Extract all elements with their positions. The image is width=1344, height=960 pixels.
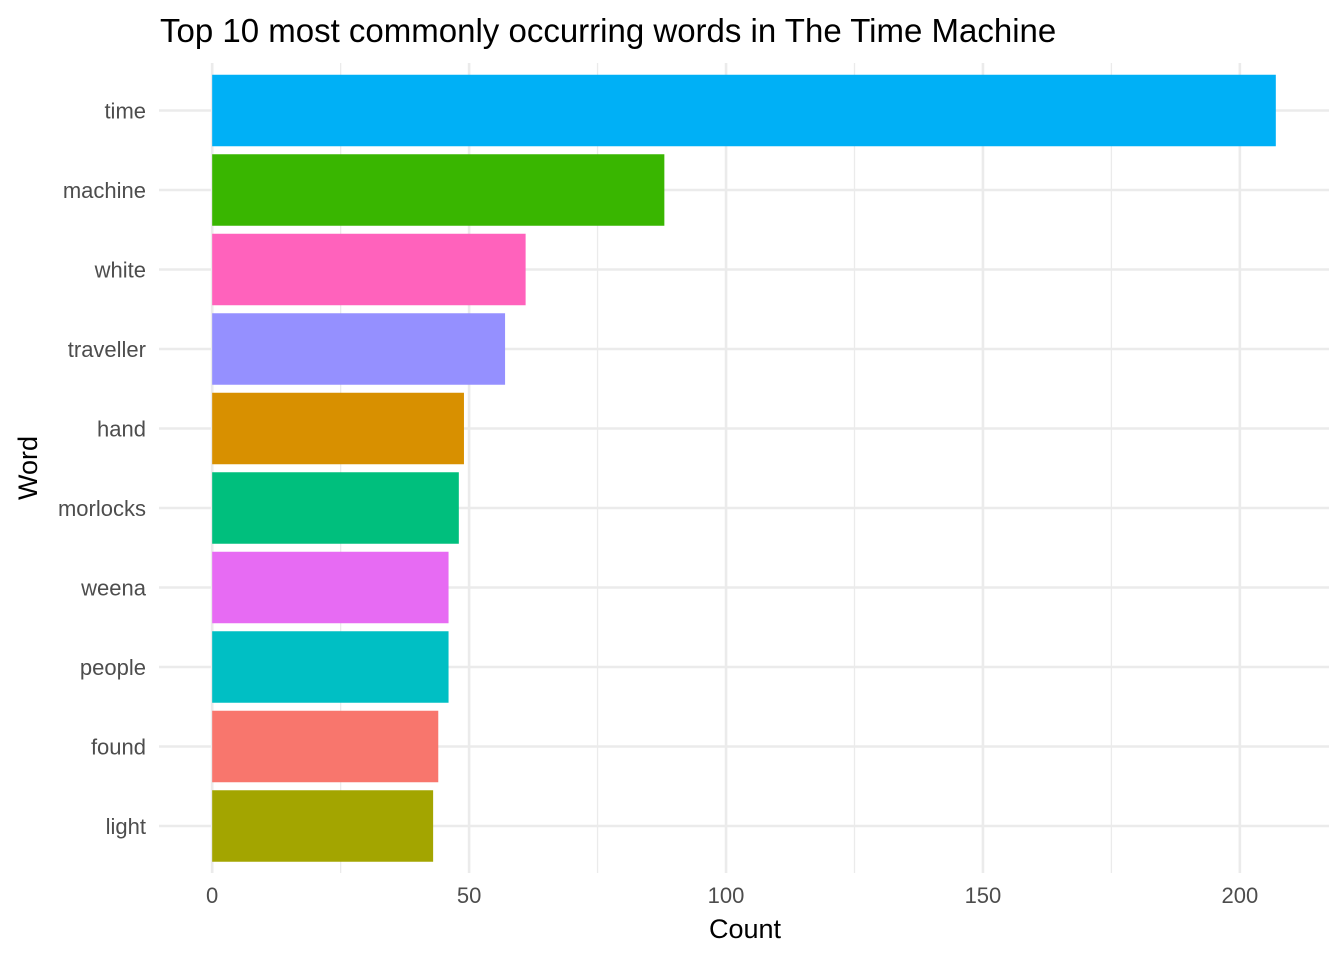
x-tick-label: 0	[206, 883, 218, 908]
x-tick-label: 200	[1221, 883, 1258, 908]
y-tick-label: weena	[80, 576, 147, 601]
x-axis-title: Count	[709, 914, 782, 944]
y-tick-label: white	[94, 258, 146, 283]
bar-people	[212, 631, 449, 703]
x-tick-label: 100	[708, 883, 745, 908]
chart-title: Top 10 most commonly occurring words in …	[160, 12, 1056, 49]
x-axis-tick-labels: 0 50 100 150 200	[206, 883, 1258, 908]
y-tick-label: time	[104, 99, 146, 124]
y-tick-label: hand	[97, 417, 146, 442]
bar-weena	[212, 551, 449, 624]
bars	[212, 74, 1276, 862]
x-tick-label: 150	[965, 883, 1002, 908]
y-tick-label: morlocks	[58, 496, 146, 521]
y-tick-label: traveller	[68, 337, 146, 362]
y-axis-tick-labels: time machine white traveller hand morlocks wee…	[58, 99, 147, 840]
bar-found	[212, 710, 439, 783]
y-axis-title: Word	[13, 436, 43, 500]
y-tick-label: machine	[63, 178, 146, 203]
y-tick-label: light	[106, 814, 146, 839]
bar-light	[212, 790, 434, 862]
x-tick-label: 50	[457, 883, 481, 908]
y-tick-label: people	[80, 655, 146, 680]
bar-white	[212, 233, 526, 306]
bar-time	[212, 74, 1276, 147]
bar-morlocks	[212, 472, 459, 544]
y-tick-label: found	[91, 735, 146, 760]
bar-machine	[212, 154, 665, 226]
bar-hand	[212, 392, 464, 465]
bar-traveller	[212, 313, 506, 385]
